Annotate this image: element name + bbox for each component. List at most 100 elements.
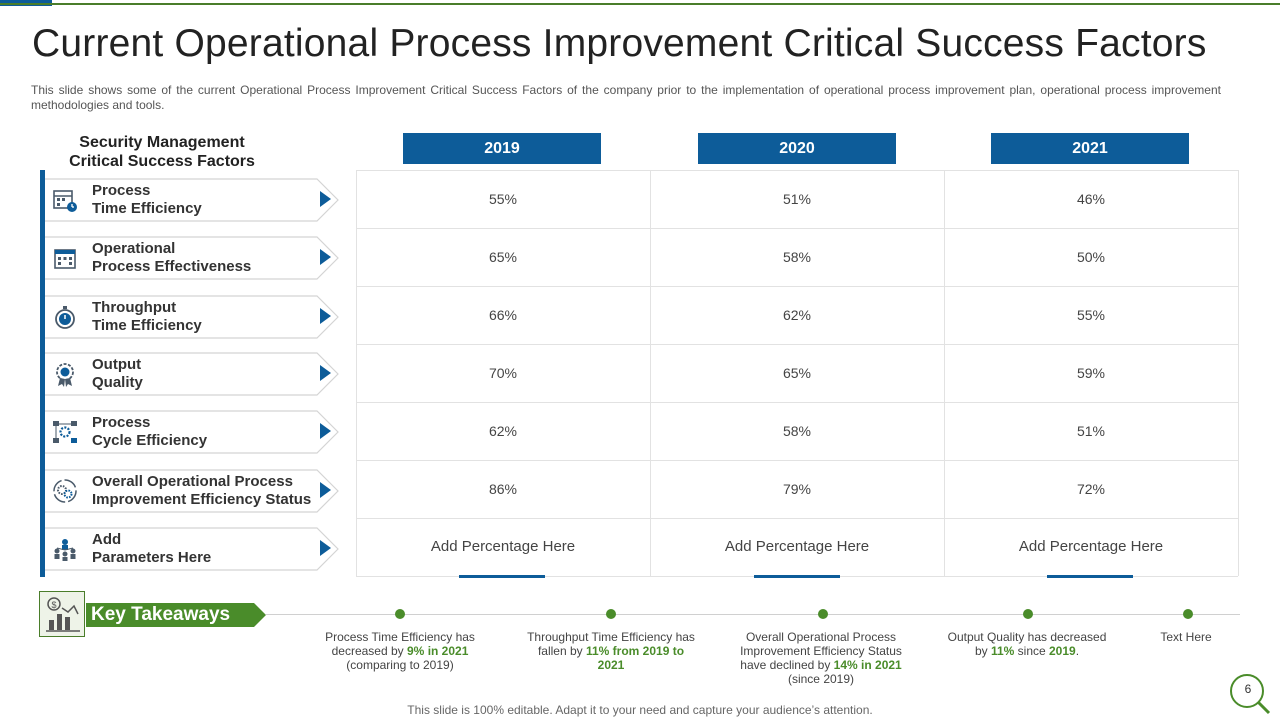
table-cell: Add Percentage Here: [1018, 538, 1164, 555]
page-number: 6: [1244, 682, 1252, 696]
takeaway-text-part: (comparing to 2019): [346, 658, 454, 672]
factor-row: Output Quality: [45, 352, 339, 396]
column-underline-2019: [459, 575, 545, 578]
key-takeaways-label: Key Takeaways: [91, 604, 231, 625]
takeaway-highlight: 11%: [990, 644, 1015, 658]
table-cell: 58%: [782, 423, 812, 439]
factor-label-line2: Time Efficiency: [92, 200, 202, 217]
table-column-divider: [650, 170, 651, 576]
factor-label: Overall Operational Process Improvement E…: [92, 473, 311, 509]
factor-label-line2: Cycle Efficiency: [92, 432, 208, 449]
factor-row: Operational Process Effectiveness: [45, 236, 339, 280]
factor-label: Throughput Time Efficiency: [92, 299, 202, 335]
table-row-divider: [356, 344, 1238, 345]
table-cell: 70%: [488, 365, 518, 381]
takeaway-text-part: .: [1075, 644, 1080, 658]
takeaway-text: Text Here: [1141, 630, 1231, 644]
factor-row: Add Parameters Here: [45, 527, 339, 571]
factor-label-line1: Operational: [92, 240, 176, 257]
gears-cycle-icon: [53, 479, 77, 503]
factor-row: Throughput Time Efficiency: [45, 295, 339, 339]
table-cell: 59%: [1076, 365, 1106, 381]
footer-note: This slide is 100% editable. Adapt it to…: [407, 703, 873, 717]
factor-label-line2: Time Efficiency: [92, 317, 202, 334]
table-cell: 50%: [1076, 249, 1106, 265]
factor-row-frame: [45, 236, 339, 280]
timeline-dot: [818, 609, 828, 619]
factor-label-line1: Process: [92, 182, 151, 199]
table-row-divider: [356, 228, 1238, 229]
factor-row-frame: [45, 352, 339, 396]
chevron-right-icon: [320, 308, 331, 324]
table-cell: 79%: [782, 481, 812, 497]
chevron-right-icon: [320, 365, 331, 381]
factors-accent-bar: [40, 170, 45, 577]
takeaway-text-part: (since 2019): [787, 672, 855, 686]
chevron-right-icon: [320, 249, 331, 265]
factor-row-frame: [45, 410, 339, 454]
factor-row: Process Cycle Efficiency: [45, 410, 339, 454]
table-cell: 51%: [782, 191, 812, 207]
takeaway-highlight: 2019: [1049, 644, 1076, 658]
column-underline-2021: [1047, 575, 1133, 578]
table-column-divider: [356, 170, 357, 576]
table-cell: 86%: [488, 481, 518, 497]
factor-row: Process Time Efficiency: [45, 178, 339, 222]
process-gear-icon: [53, 421, 77, 443]
factor-label: Add Parameters Here: [92, 531, 211, 567]
year-header-2021: 2021: [991, 133, 1189, 164]
team-network-icon: [54, 539, 76, 561]
factor-label: Output Quality: [92, 356, 143, 392]
table-cell: 72%: [1076, 481, 1106, 497]
table-cell: Add Percentage Here: [430, 538, 576, 555]
slide-description: This slide shows some of the current Ope…: [31, 83, 1221, 112]
chevron-right-icon: [320, 191, 331, 207]
table-row-divider: [356, 518, 1238, 519]
takeaways-timeline: [266, 614, 1240, 615]
factor-row-frame: [45, 178, 339, 222]
takeaway-text: Process Time Efficiency has decreased by…: [315, 630, 485, 672]
award-badge-icon: [56, 363, 74, 387]
table-cell: 55%: [1076, 307, 1106, 323]
takeaway-text-part: Throughput Time Efficiency has fallen by: [527, 630, 695, 658]
table-cell: 66%: [488, 307, 518, 323]
svg-text:$: $: [51, 600, 56, 610]
table-cell: 58%: [782, 249, 812, 265]
factor-label-line1: Throughput: [92, 299, 177, 316]
table-row-divider: [356, 170, 1238, 171]
factors-header-line2: Critical Success Factors: [69, 153, 255, 170]
column-underline-2020: [754, 575, 840, 578]
takeaway-text-part: Output Quality has decreased by: [947, 630, 1107, 658]
top-divider-line: [0, 3, 1280, 5]
timeline-dot: [395, 609, 405, 619]
page-number-badge: [1230, 674, 1271, 715]
table-cell: Add Percentage Here: [724, 538, 870, 555]
factor-label-line1: Output: [92, 356, 142, 373]
timeline-dot: [1023, 609, 1033, 619]
timeline-dot: [606, 609, 616, 619]
factor-row-frame: [45, 295, 339, 339]
table-cell: 51%: [1076, 423, 1106, 439]
chevron-right-icon: [320, 540, 331, 556]
factor-label: Process Cycle Efficiency: [92, 414, 207, 450]
takeaway-text: Overall Operational Process Improvement …: [736, 630, 906, 686]
factor-label: Operational Process Effectiveness: [92, 240, 251, 276]
factors-column-header: Security Management Critical Success Fac…: [52, 133, 272, 171]
factor-label: Process Time Efficiency: [92, 182, 202, 218]
takeaway-highlight: in 2021: [427, 644, 469, 658]
table-column-divider: [944, 170, 945, 576]
takeaway-text: Output Quality has decreased by 11% sinc…: [942, 630, 1112, 658]
factor-label-line2: Parameters Here: [92, 549, 212, 566]
table-row-divider: [356, 460, 1238, 461]
factor-label-line1: Process: [92, 414, 151, 431]
factor-label-line1: Overall Operational Process: [92, 473, 293, 490]
money-chart-icon: $: [39, 591, 85, 637]
values-table: 55% 51% 46% 65% 58% 50% 66% 62% 55% 70% 65% 59% 62% 5…: [356, 170, 1239, 577]
table-column-divider: [1238, 170, 1239, 576]
table-cell: 62%: [488, 423, 518, 439]
factor-label-line1: Add: [92, 531, 122, 548]
factor-row: Overall Operational Process Improvement E…: [45, 469, 339, 513]
takeaway-text: Throughput Time Efficiency has fallen by…: [526, 630, 696, 672]
factor-label-line2: Process Effectiveness: [92, 258, 252, 275]
takeaway-text-part: Overall Operational Process Improvement …: [740, 630, 902, 672]
